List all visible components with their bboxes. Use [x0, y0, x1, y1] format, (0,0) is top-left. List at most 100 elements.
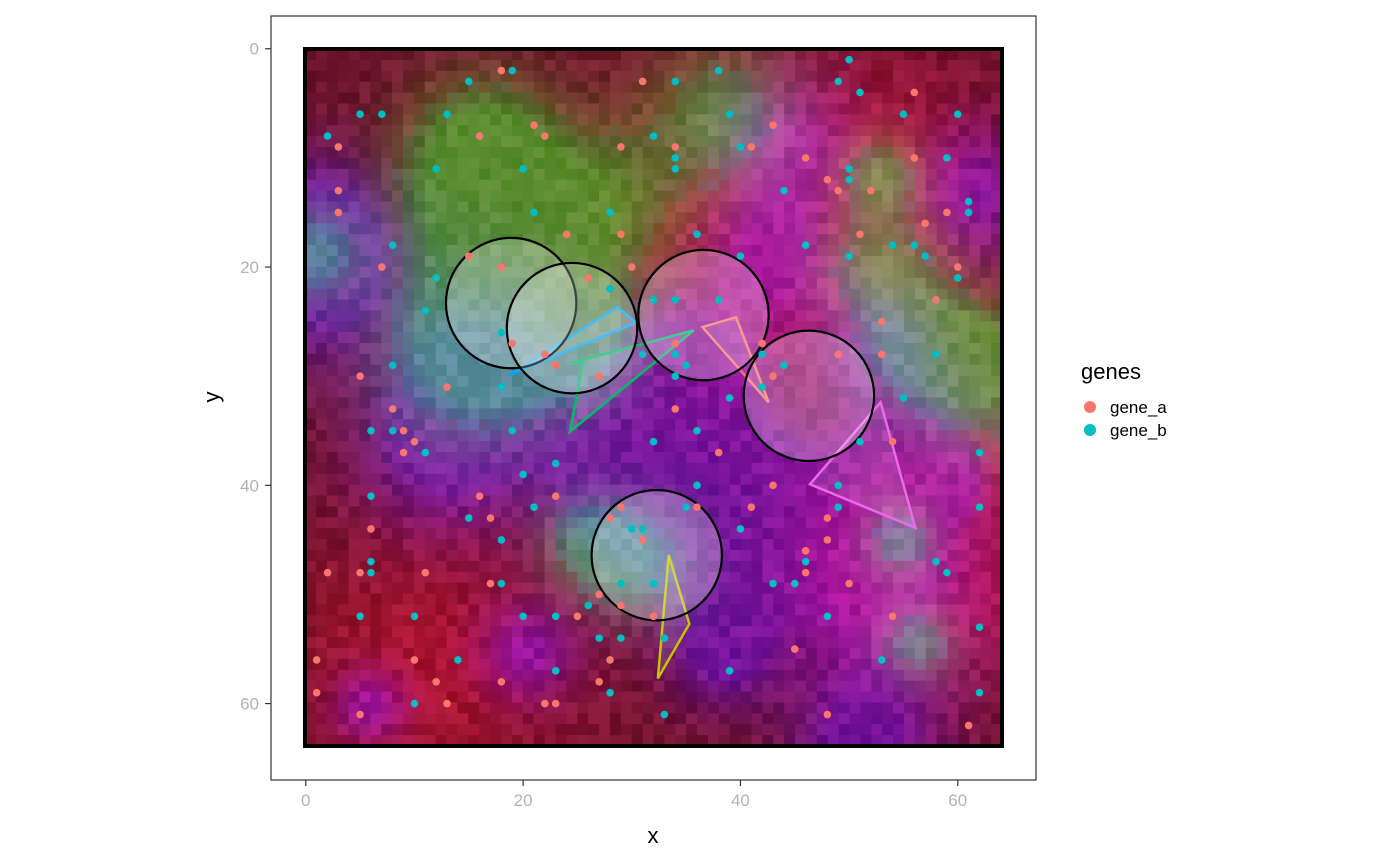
point-gene_b-76	[736, 525, 745, 533]
point-gene_b-74	[627, 525, 636, 533]
point-gene_a-49	[399, 448, 408, 457]
point-gene_b-104	[410, 699, 419, 708]
point-gene_b-83	[617, 579, 625, 588]
point-gene_b-29	[388, 241, 397, 249]
point-gene_a-33	[671, 339, 680, 348]
circle-1	[505, 261, 639, 395]
x-tick-label-1: 20	[514, 791, 533, 810]
point-gene_a-68	[595, 590, 603, 599]
point-gene_b-84	[649, 579, 658, 588]
point-gene_a-37	[551, 361, 560, 370]
point-gene_b-42	[736, 252, 745, 260]
point-gene_b-44	[638, 350, 647, 359]
point-gene_b-26	[530, 208, 538, 217]
point-gene_a-76	[312, 656, 321, 664]
point-gene_a-39	[356, 372, 364, 380]
point-gene_a-12	[910, 154, 919, 162]
point-gene_a-61	[801, 568, 810, 577]
point-gene_b-45	[671, 350, 680, 359]
point-gene_a-28	[584, 274, 593, 282]
point-gene_b-25	[964, 208, 973, 217]
point-gene_b-39	[649, 295, 658, 304]
point-gene_a-26	[627, 263, 636, 271]
point-gene_a-4	[769, 121, 777, 129]
point-gene_b-58	[508, 426, 517, 435]
legend-title: genes	[1081, 359, 1141, 384]
point-gene_b-15	[671, 154, 680, 162]
point-gene_a-41	[388, 405, 397, 413]
point-gene_a-87	[595, 677, 603, 686]
point-gene_b-90	[410, 612, 419, 621]
point-gene_a-10	[747, 143, 756, 151]
point-gene_b-96	[617, 634, 625, 642]
point-gene_a-56	[606, 514, 614, 522]
point-gene_b-80	[801, 557, 810, 566]
point-gene_a-27	[953, 263, 962, 271]
point-gene_a-69	[617, 601, 625, 610]
point-gene_b-87	[790, 579, 799, 588]
point-gene_b-60	[421, 448, 430, 457]
point-gene_b-20	[845, 165, 853, 173]
point-gene_a-72	[888, 612, 897, 621]
point-gene_b-17	[736, 143, 745, 151]
legend-label-gene_a: gene_a	[1110, 398, 1167, 417]
point-gene_b-3	[714, 66, 723, 75]
point-gene_a-52	[475, 492, 484, 501]
point-gene_a-43	[877, 350, 886, 359]
point-gene_b-8	[378, 110, 386, 119]
point-gene_b-73	[975, 503, 984, 511]
point-gene_b-93	[823, 612, 832, 621]
point-gene_a-46	[410, 437, 419, 446]
point-gene_a-22	[617, 230, 625, 239]
point-gene_b-64	[551, 459, 560, 468]
point-gene_b-22	[943, 154, 951, 162]
point-gene_a-29	[932, 295, 940, 304]
polygon-3	[807, 399, 918, 531]
point-gene_a-65	[356, 568, 364, 577]
point-gene_b-38	[606, 285, 614, 293]
point-gene_b-52	[497, 383, 506, 391]
y-axis-title: y	[199, 392, 224, 403]
point-gene_b-9	[443, 110, 451, 119]
point-gene_b-47	[758, 350, 766, 359]
point-gene_a-73	[649, 612, 658, 621]
point-gene_b-62	[856, 437, 864, 446]
point-gene_b-59	[693, 426, 701, 435]
point-gene_a-53	[823, 514, 832, 522]
point-gene_a-75	[606, 656, 614, 664]
point-gene_b-50	[758, 383, 766, 391]
point-gene_b-101	[725, 667, 734, 675]
point-gene_b-97	[660, 634, 669, 642]
legend-label-gene_b: gene_b	[1110, 421, 1167, 440]
point-gene_b-72	[834, 503, 843, 511]
point-gene_a-8	[617, 143, 625, 151]
point-gene_b-82	[943, 568, 951, 577]
point-gene_b-88	[584, 601, 593, 610]
point-gene_b-55	[899, 394, 908, 402]
point-gene_b-5	[856, 88, 864, 97]
point-gene_a-82	[541, 699, 549, 708]
x-tick-label-3: 60	[948, 791, 967, 810]
circle-4	[590, 488, 724, 622]
circle-3	[742, 329, 876, 463]
point-gene_b-2	[671, 77, 680, 86]
legend-key-gene_b	[1084, 424, 1096, 436]
polygons-layer	[508, 305, 918, 680]
point-gene_a-9	[671, 143, 680, 151]
point-gene_a-40	[443, 383, 451, 391]
point-gene_b-54	[932, 350, 940, 359]
point-gene_a-11	[801, 154, 810, 162]
point-gene_a-1	[638, 77, 647, 86]
points-layer	[312, 55, 984, 730]
point-gene_a-17	[334, 208, 343, 217]
point-gene_b-63	[975, 448, 984, 457]
point-gene_b-51	[671, 372, 680, 380]
point-gene_a-74	[790, 645, 799, 653]
point-gene_b-99	[877, 656, 886, 664]
point-gene_b-18	[432, 165, 440, 173]
point-gene_a-59	[769, 481, 777, 490]
point-gene_b-70	[530, 503, 538, 511]
point-gene_a-44	[769, 372, 777, 380]
y-tick-label-0: 0	[250, 40, 259, 59]
point-gene_a-48	[714, 448, 723, 457]
